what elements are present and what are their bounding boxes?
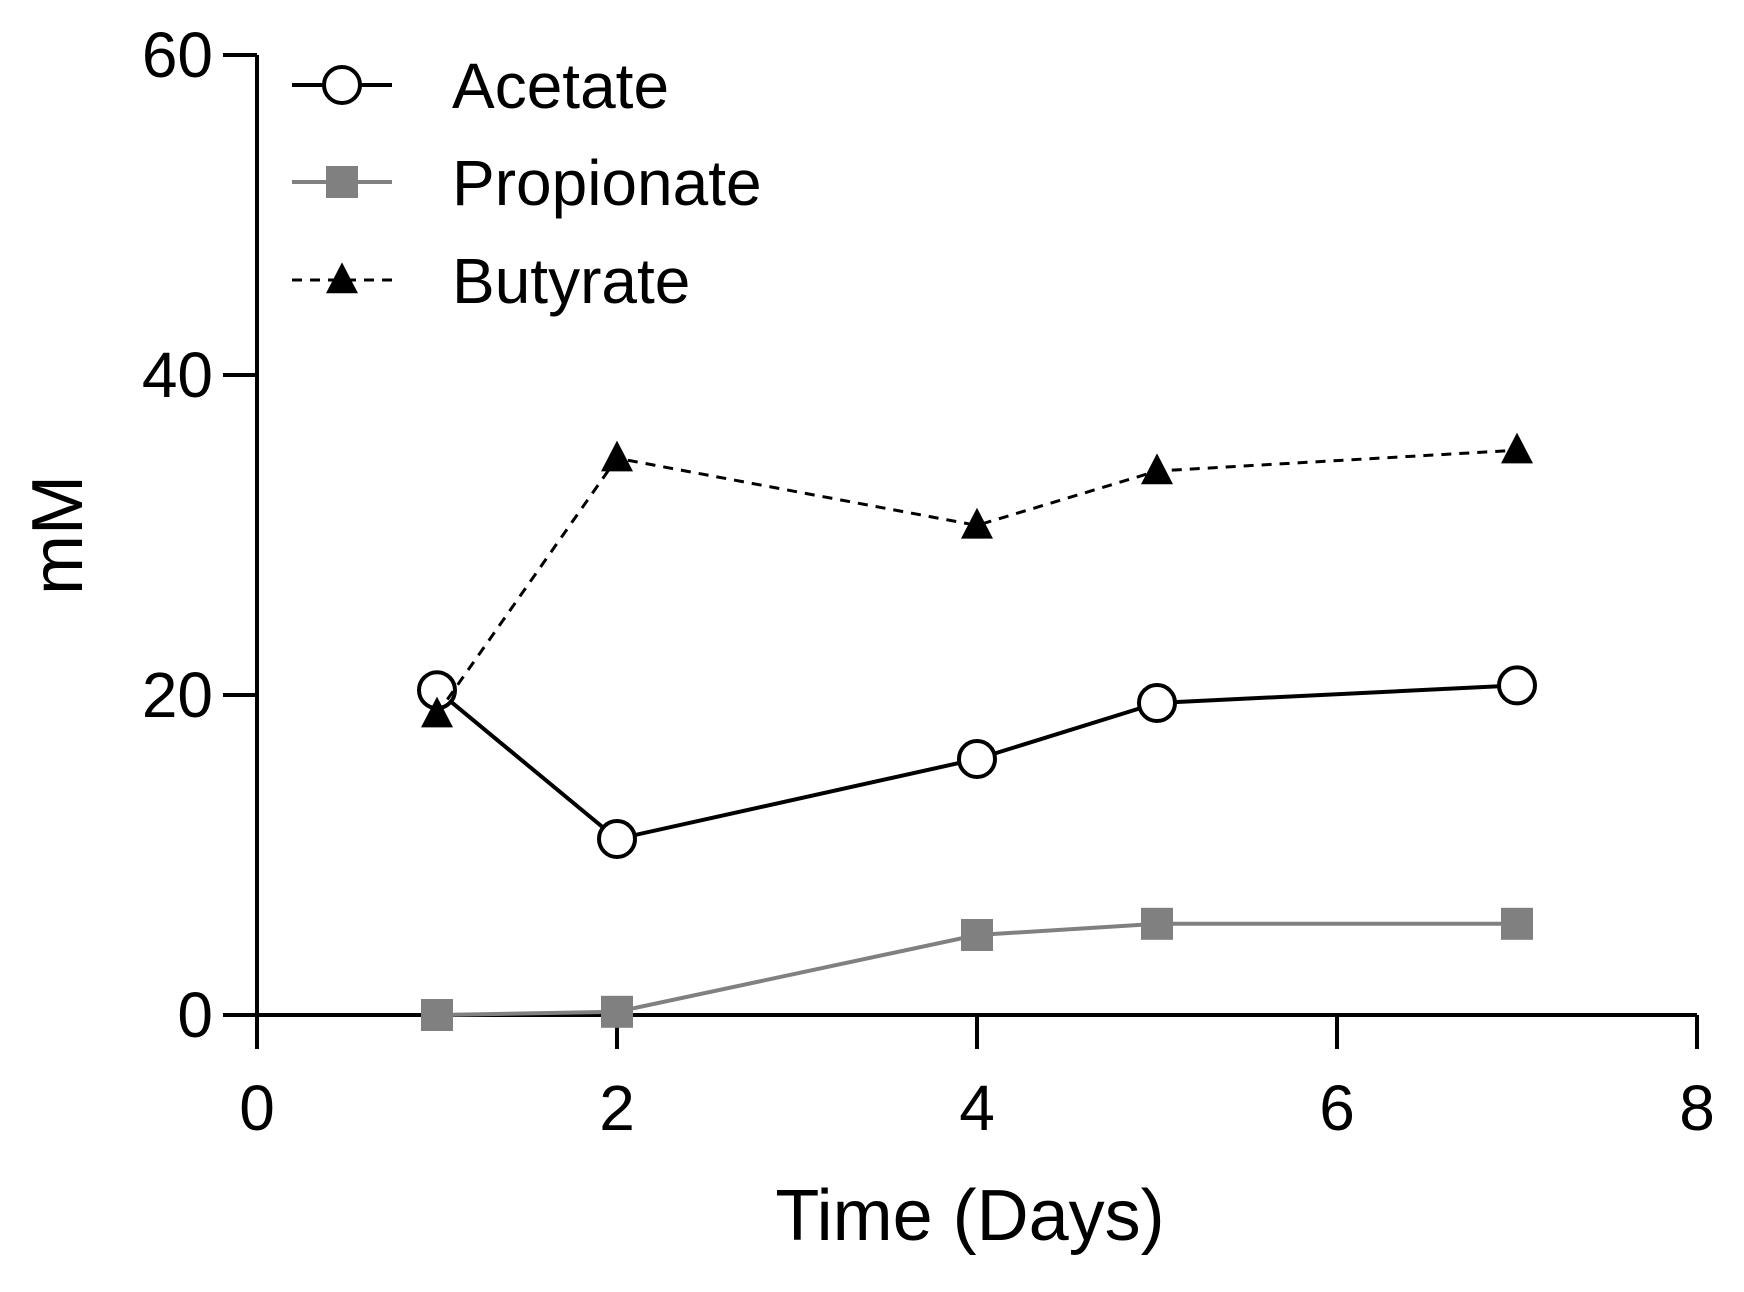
y-tick-label: 60 xyxy=(142,19,213,91)
legend-label: Butyrate xyxy=(452,245,690,317)
butyrate-point xyxy=(601,440,633,472)
acetate-point xyxy=(597,819,637,859)
y-ticks: 0 20 40 60 xyxy=(142,19,257,1051)
x-tick-label: 0 xyxy=(239,1072,275,1144)
legend-item-propionate: Propionate xyxy=(292,147,762,219)
acetate-point xyxy=(1497,665,1537,706)
legend: Acetate Propionate Butyrate xyxy=(292,50,762,317)
acetate-point xyxy=(957,739,997,779)
butyrate-point xyxy=(1501,432,1533,464)
legend-marker xyxy=(322,65,362,105)
axes: 0 20 40 60 0 2 4 6 8 xyxy=(142,19,1715,1144)
butyrate-point xyxy=(961,507,993,539)
butyrate-point xyxy=(1141,453,1173,485)
y-tick-label: 20 xyxy=(142,659,213,731)
legend-item-acetate: Acetate xyxy=(292,50,669,122)
series-layer xyxy=(417,432,1537,1031)
x-axis-title: Time (Days) xyxy=(775,1176,1164,1256)
series-propionate xyxy=(421,907,1533,1031)
series-acetate xyxy=(417,665,1537,859)
series-butyrate xyxy=(421,432,1533,728)
x-tick-label: 8 xyxy=(1679,1072,1715,1144)
propionate-point xyxy=(961,919,993,951)
x-ticks: 0 2 4 6 8 xyxy=(239,1015,1715,1144)
x-tick-label: 2 xyxy=(599,1072,635,1144)
propionate-point xyxy=(421,999,453,1031)
butyrate-line xyxy=(435,448,1518,716)
butyrate-point xyxy=(421,696,453,728)
y-tick-label: 40 xyxy=(142,339,213,411)
legend-label: Acetate xyxy=(452,50,669,122)
legend-marker xyxy=(326,166,358,198)
propionate-point xyxy=(1141,907,1173,940)
x-tick-label: 4 xyxy=(959,1072,995,1144)
legend-item-butyrate: Butyrate xyxy=(292,245,690,317)
legend-marker xyxy=(326,262,358,294)
propionate-point xyxy=(601,995,633,1028)
y-tick-label: 0 xyxy=(177,979,213,1051)
x-tick-label: 6 xyxy=(1319,1072,1355,1144)
propionate-point xyxy=(1501,907,1533,940)
acetate-point xyxy=(1137,683,1177,723)
legend-label: Propionate xyxy=(452,147,762,219)
y-axis-title: mM xyxy=(18,475,98,595)
